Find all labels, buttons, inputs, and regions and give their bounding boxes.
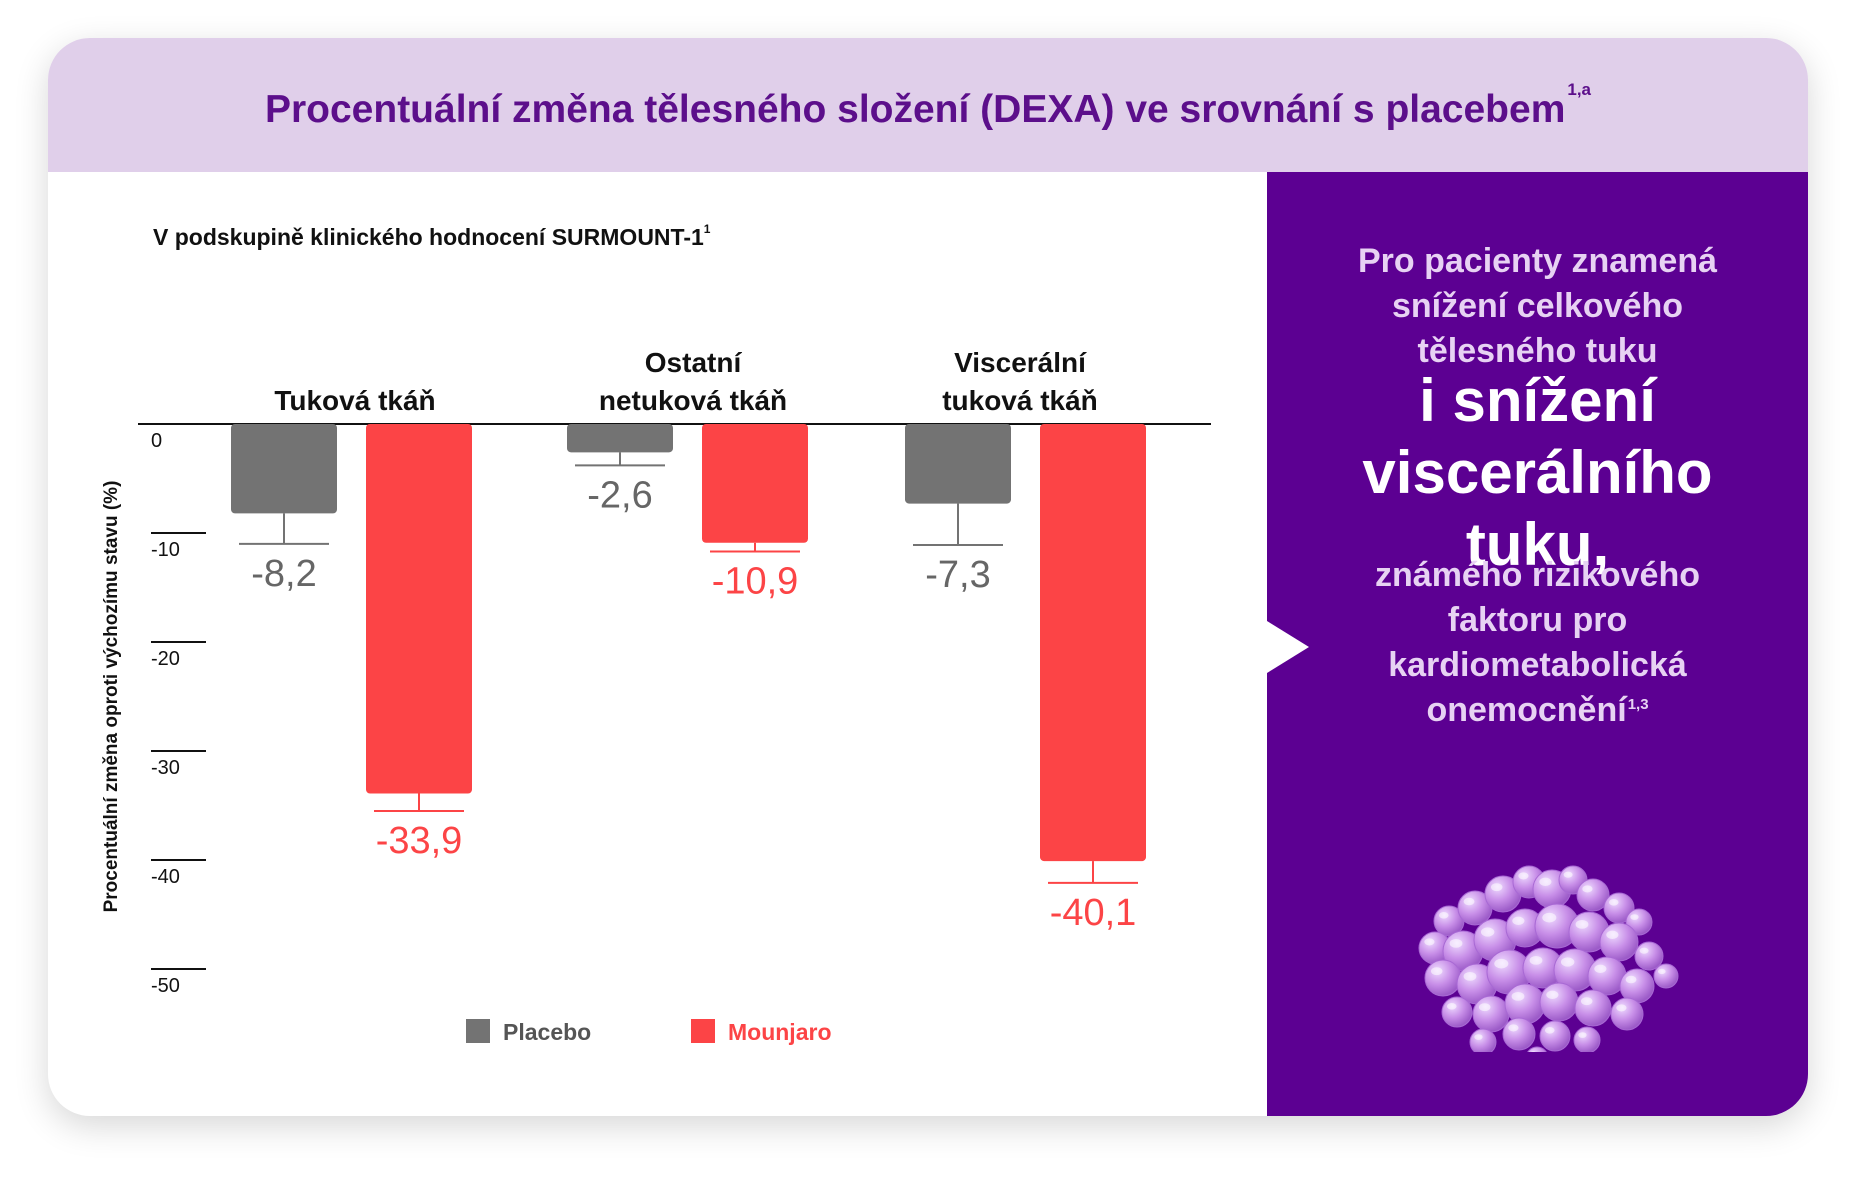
bar-placebo [231,424,337,514]
panel-lead-line: tělesného tuku [1417,332,1658,370]
category-label: Viscerální [954,347,1087,378]
panel-big-line: viscerálního [1362,439,1713,506]
chart-title: Procentuální změna tělesného složení (DE… [264,80,1592,131]
y-tick-label: 0 [151,430,162,452]
highlight-panel: Pro pacienty znamená snížení celkového t… [1267,172,1808,1116]
data-label: -7,3 [925,554,990,596]
panel-lead-text: Pro pacienty znamená snížení celkového t… [1267,239,1808,374]
bar-placebo [567,424,673,453]
panel-lead-line: Pro pacienty znamená [1357,242,1717,280]
y-tick-label: -40 [151,866,180,888]
bar-mounjaro [1040,424,1146,862]
panel-tail-line: kardiometabolická [1388,646,1687,684]
panel-tail-text: známého rizikového faktoru pro kardiomet… [1267,553,1808,733]
infographic-card: Procentuální změna tělesného složení (DE… [48,38,1808,1116]
panel-big-line: i snížení [1419,367,1656,434]
legend-label-mounjaro: Mounjaro [728,1019,832,1045]
legend-swatch-mounjaro [691,1019,715,1043]
legend-label-placebo: Placebo [503,1019,591,1045]
panel-pointer [1267,621,1309,673]
panel-tail-line: faktoru pro [1447,601,1628,639]
bar-chart: 0 -10 -20 -30 -40 -50 Procentuální změna oprot… [101,347,1211,1045]
panel-tail-line: onemocnění1,3 [1426,691,1649,729]
bar-mounjaro [366,424,472,794]
bar-mounjaro [702,424,808,543]
y-tick-label: -50 [151,975,180,997]
panel-footnote: 1,3 [1627,696,1649,713]
category-label: netuková tkáň [599,385,787,416]
panel-big-line: tuku, [1465,511,1610,578]
data-label: -40,1 [1050,892,1137,934]
y-tick-label: -20 [151,648,180,670]
data-label: -10,9 [712,561,799,603]
title-footnote: 1,a [1567,80,1592,99]
panel-tail-line: známého rizikového [1375,556,1700,594]
plot-area: 0 -10 -20 -30 -40 -50 Procentuální změna oprot… [101,347,1211,1045]
category-label: Ostatní [645,347,743,378]
y-axis-label: Procentuální změna oproti výchozímu stav… [101,481,122,913]
panel-lead-line: snížení celkového [1392,287,1683,325]
data-label: -8,2 [251,553,316,595]
category-label: Tuková tkáň [274,385,435,416]
y-tick-label: -10 [151,539,180,561]
legend-swatch-placebo [466,1019,490,1043]
chart-subtitle: V podskupině klinického hodnocení SURMOU… [153,222,711,250]
panel-emphasis-text: i snížení viscerálního tuku, [1267,365,1808,581]
subtitle-footnote: 1 [703,222,711,236]
y-tick-label: -30 [151,757,180,779]
visceral-fat-cluster-icon [1418,865,1679,1052]
header-banner: Procentuální změna tělesného složení (DE… [48,38,1808,172]
category-label: tuková tkáň [942,385,1098,416]
data-label: -2,6 [587,474,652,516]
bar-placebo [905,424,1011,504]
data-label: -33,9 [376,820,463,862]
